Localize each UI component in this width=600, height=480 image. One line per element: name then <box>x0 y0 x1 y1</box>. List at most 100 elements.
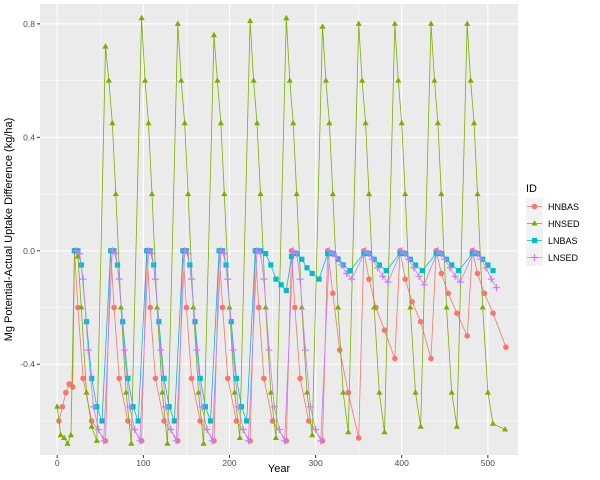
data-point <box>503 344 509 351</box>
data-point <box>207 418 214 424</box>
data-point <box>125 418 131 424</box>
data-point <box>148 190 155 197</box>
data-point <box>178 77 185 83</box>
data-point <box>359 77 366 83</box>
x-axis-title: Year <box>268 463 291 475</box>
data-point <box>449 262 455 268</box>
data-point <box>152 375 159 382</box>
data-point <box>112 190 119 197</box>
data-point <box>131 425 139 433</box>
data-point <box>312 425 320 433</box>
data-point <box>100 437 108 445</box>
data-point <box>217 119 224 126</box>
data-point <box>197 418 203 424</box>
data-point <box>210 31 217 38</box>
data-point <box>383 268 389 274</box>
data-point <box>188 375 195 382</box>
data-point <box>433 251 439 257</box>
legend-key-marker <box>531 254 538 261</box>
data-point <box>464 20 471 26</box>
data-point <box>334 304 342 310</box>
data-point <box>233 375 239 382</box>
legend-title: ID <box>526 183 537 195</box>
data-point <box>109 119 116 126</box>
data-point <box>448 389 455 395</box>
data-point <box>79 275 87 283</box>
data-point <box>257 190 264 197</box>
data-point <box>102 43 109 49</box>
data-point <box>255 304 262 311</box>
data-point <box>464 333 470 339</box>
data-point <box>164 440 171 446</box>
data-point <box>292 304 298 311</box>
data-point <box>184 250 192 258</box>
data-point <box>275 425 283 433</box>
y-axis-title: Mg Potential-Actual Uptake Difference (k… <box>3 118 15 342</box>
data-point <box>161 418 167 424</box>
series-lnsed <box>72 247 500 445</box>
data-point <box>268 262 274 268</box>
data-point <box>384 278 392 286</box>
data-point <box>371 304 378 310</box>
data-point <box>469 251 475 257</box>
data-point <box>502 426 509 432</box>
data-point <box>278 282 284 288</box>
data-point <box>441 255 449 263</box>
data-point <box>142 77 149 83</box>
data-point <box>157 346 165 354</box>
data-point <box>151 275 159 283</box>
data-point <box>365 250 373 258</box>
data-point <box>319 23 326 29</box>
data-point <box>69 384 76 390</box>
data-point <box>290 119 297 126</box>
data-point <box>63 389 69 396</box>
data-point <box>229 346 237 354</box>
data-point <box>306 403 314 411</box>
data-point <box>329 190 336 197</box>
data-point <box>455 268 462 274</box>
x-tick-label: 300 <box>309 458 323 468</box>
x-tick-label: 100 <box>136 458 150 468</box>
data-point <box>89 375 95 382</box>
data-point <box>254 119 261 126</box>
data-point <box>64 440 71 446</box>
plot-area <box>54 14 509 446</box>
data-point <box>326 119 333 126</box>
legend: ID HNBAS HNSED LNBAS LNSED <box>526 183 580 266</box>
data-point <box>283 287 289 294</box>
plot-panel <box>40 4 518 455</box>
data-point <box>244 437 252 445</box>
data-point <box>445 290 452 297</box>
data-point <box>188 275 196 283</box>
data-point <box>95 425 103 433</box>
y-tick-label: -0.4 <box>20 359 35 369</box>
data-point <box>293 190 300 197</box>
data-point <box>272 434 279 440</box>
data-point <box>434 119 441 126</box>
data-point <box>59 403 66 410</box>
data-point <box>263 251 269 257</box>
data-point <box>490 420 497 426</box>
legend-item-lnbas: LNBAS <box>526 232 578 249</box>
legend-key-marker <box>531 237 538 244</box>
data-point <box>219 304 226 311</box>
data-point <box>93 437 100 443</box>
data-point <box>487 275 495 283</box>
data-point <box>317 437 325 445</box>
data-point <box>336 347 343 353</box>
data-point <box>446 264 454 272</box>
data-point <box>265 346 273 354</box>
data-point <box>419 268 425 274</box>
legend-label: HNBAS <box>548 202 579 212</box>
data-point <box>482 264 490 272</box>
data-point <box>481 290 488 297</box>
y-tick-label: 0.0 <box>23 246 35 256</box>
data-point <box>67 431 75 438</box>
data-point <box>366 276 372 282</box>
data-point <box>381 428 388 435</box>
data-point <box>197 375 203 382</box>
data-point <box>417 318 424 325</box>
data-point <box>365 190 373 197</box>
data-point <box>138 14 145 21</box>
